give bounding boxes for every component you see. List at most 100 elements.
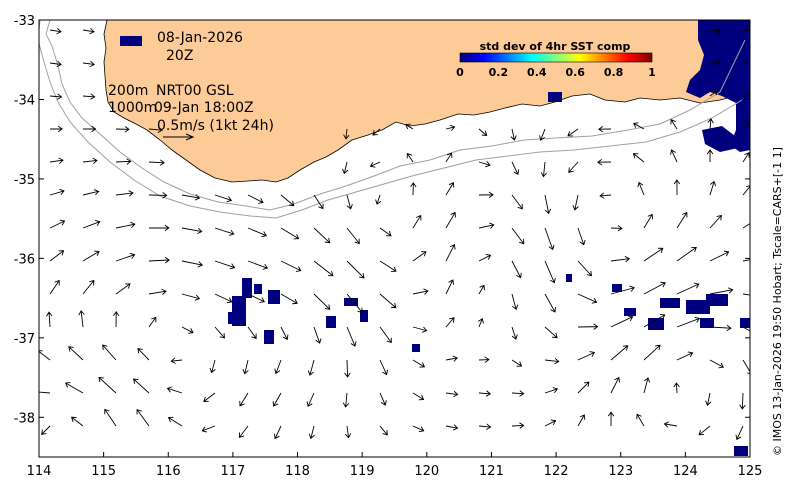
current-arrow [632, 153, 645, 163]
x-tick-label: 125 [738, 464, 763, 479]
current-arrow [742, 223, 750, 229]
current-arrow [49, 125, 63, 133]
current-arrow [102, 344, 117, 361]
current-arrow [181, 194, 201, 201]
current-arrow [239, 392, 249, 407]
current-arrow [148, 257, 170, 264]
current-arrow [597, 158, 612, 166]
current-arrow [698, 425, 711, 436]
current-arrow [643, 247, 664, 262]
colorbar-tick-label: 1 [648, 66, 656, 79]
current-arrow [82, 279, 95, 295]
current-arrow [510, 128, 517, 141]
current-arrow [214, 293, 233, 304]
current-arrow [739, 392, 746, 410]
current-arrow [663, 421, 678, 428]
y-tick-label: -36 [14, 252, 35, 267]
current-arrow [707, 118, 714, 130]
current-arrow [342, 161, 349, 175]
current-arrow [49, 250, 65, 262]
current-arrow [272, 392, 282, 407]
current-arrow [49, 157, 64, 164]
current-arrow [670, 149, 678, 163]
current-arrow [46, 311, 53, 328]
current-arrow [568, 161, 579, 173]
current-arrow [478, 128, 488, 136]
current-arrow [280, 260, 302, 272]
x-tick-label: 124 [673, 464, 698, 479]
current-arrow [98, 376, 117, 394]
current-arrow [511, 359, 523, 367]
map-date: 08-Jan-2026 [157, 30, 243, 46]
current-arrow [274, 359, 282, 375]
current-arrow [445, 243, 456, 262]
current-arrow [247, 293, 265, 303]
current-arrow [313, 194, 324, 210]
current-arrow [673, 382, 680, 394]
current-arrow [643, 314, 666, 328]
colorbar-tick-label: 0.4 [527, 66, 547, 79]
current-arrow [82, 220, 101, 229]
current-arrow [607, 411, 615, 427]
current-arrow [379, 425, 388, 436]
current-arrow [610, 225, 623, 232]
current-arrow [82, 60, 95, 68]
current-arrow [676, 246, 697, 262]
current-arrow [709, 250, 730, 262]
current-arrow [181, 326, 194, 334]
current-arrow [247, 326, 257, 340]
current-arrow [39, 350, 51, 361]
current-arrow [705, 392, 712, 406]
current-arrow [676, 211, 688, 229]
current-arrow [445, 355, 458, 362]
current-arrow [544, 387, 559, 394]
current-arrow [166, 386, 183, 394]
current-arrow [544, 194, 552, 215]
sst-patches-offshore [120, 36, 750, 456]
current-arrow [242, 359, 249, 375]
current-arrow [82, 93, 96, 100]
current-arrow [342, 392, 350, 408]
sst-patch-east [686, 20, 750, 104]
current-arrow [49, 188, 65, 196]
current-arrow [41, 425, 51, 435]
current-arrow [214, 227, 235, 236]
current-arrow [544, 227, 555, 251]
current-arrow [709, 359, 725, 369]
current-arrow [445, 182, 455, 196]
current-arrow [544, 293, 556, 313]
current-arrow [313, 293, 331, 310]
current-arrow [148, 126, 163, 133]
x-tick-label: 115 [91, 464, 116, 479]
current-arrow [709, 180, 717, 196]
current-arrow [742, 60, 750, 67]
current-arrow [709, 59, 721, 66]
current-arrow [567, 128, 579, 137]
current-arrow [68, 346, 84, 361]
y-tick-label: -34 [14, 93, 35, 108]
current-arrow [540, 161, 548, 178]
current-arrow [412, 359, 426, 368]
current-arrow [49, 28, 62, 35]
current-arrow [610, 345, 629, 361]
current-vectors [39, 27, 750, 441]
current-arrow [346, 227, 360, 245]
current-arrow [577, 351, 596, 361]
current-arrow [478, 284, 485, 295]
map-hour: 20Z [166, 48, 193, 64]
current-arrow [477, 317, 484, 328]
current-arrow [344, 359, 351, 378]
current-arrow [209, 359, 216, 374]
current-arrow [346, 326, 357, 347]
current-arrow [577, 293, 598, 304]
current-arrow [115, 190, 134, 197]
current-arrow [115, 158, 132, 165]
current-arrow [372, 128, 381, 136]
current-arrow [379, 227, 392, 237]
current-arrow [577, 227, 586, 246]
current-arrow [511, 260, 522, 279]
current-arrow [280, 326, 289, 341]
x-tick-label: 114 [27, 464, 52, 479]
credit-text: © IMOS 13-Jan-2026 19:50 Hobart; Tscale=… [771, 147, 784, 456]
current-arrow [544, 260, 556, 284]
